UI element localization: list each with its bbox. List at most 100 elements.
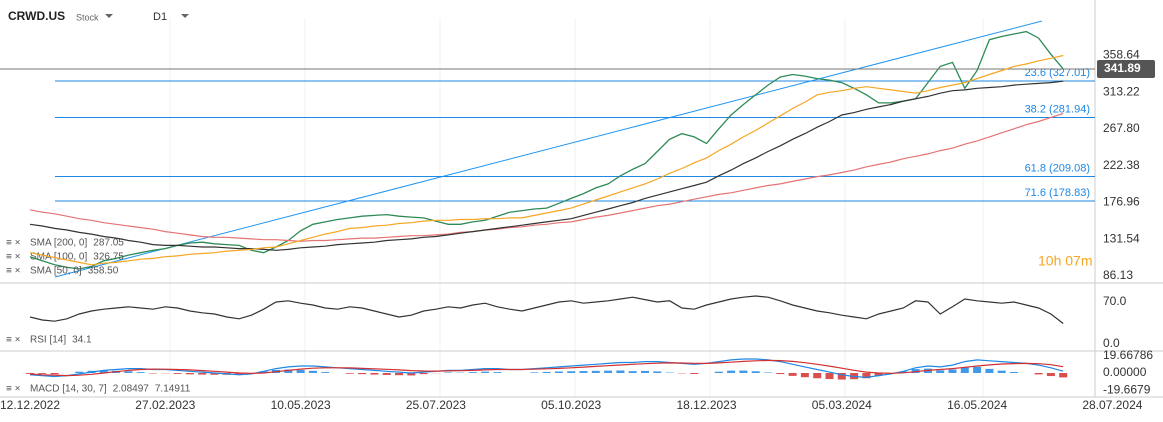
histogram-bar	[567, 371, 576, 373]
x-tick-label: 05.10.2023	[541, 398, 601, 412]
series-line	[29, 112, 1064, 242]
level-label: 61.8 (209.08)	[1025, 162, 1090, 174]
legend-value: 326.75	[93, 252, 124, 263]
trend-line	[54, 20, 1043, 278]
histogram-bar	[75, 371, 84, 373]
series-line	[29, 359, 1064, 377]
y-tick-label: 86.13	[1103, 268, 1133, 282]
histogram-bar	[751, 371, 760, 373]
level-label: 71.6 (178.83)	[1025, 187, 1090, 199]
histogram-bar	[284, 369, 293, 373]
histogram-bar	[407, 373, 416, 376]
x-tick-label: 10.05.2023	[271, 398, 331, 412]
histogram-bar	[960, 367, 969, 373]
histogram-bar	[788, 373, 797, 376]
histogram-bar	[345, 373, 354, 374]
histogram-bar	[911, 369, 920, 373]
y-tick-label: 222.38	[1103, 158, 1140, 172]
histogram-bar	[50, 373, 59, 375]
histogram-bar	[604, 370, 613, 373]
histogram-bar	[99, 370, 108, 373]
histogram-bar	[370, 373, 379, 375]
histogram-bar	[800, 373, 809, 378]
histogram-bar	[493, 372, 502, 373]
histogram-bar	[948, 369, 957, 373]
histogram-bar	[530, 372, 539, 373]
series-line	[29, 54, 1064, 266]
x-tick-label: 28.07.2024	[1082, 398, 1142, 412]
x-tick-label: 05.03.2024	[812, 398, 872, 412]
histogram-bar	[985, 368, 994, 373]
histogram-bar	[714, 371, 723, 373]
legend-icon: ≡ ×	[6, 335, 21, 346]
y-tick-label: 358.64	[1103, 48, 1140, 62]
histogram-bar	[38, 373, 47, 374]
histogram-bar	[481, 371, 490, 373]
legend-icon: ≡ ×	[6, 238, 21, 249]
histogram-bar	[653, 371, 662, 373]
y-tick-label: 0.0	[1103, 336, 1120, 350]
histogram-bar	[764, 372, 772, 373]
histogram-bar	[198, 373, 207, 375]
histogram-bar	[1010, 371, 1018, 373]
legend-value: 287.05	[93, 238, 124, 249]
histogram-bar	[641, 370, 649, 373]
histogram-bar	[395, 373, 403, 376]
legend-name: SMA [100, 0]	[30, 252, 87, 263]
series-line	[29, 30, 1064, 270]
histogram-bar	[616, 370, 625, 373]
dropdown-arrow[interactable]	[181, 14, 189, 18]
price-tag-label: 341.89	[1104, 61, 1141, 75]
level-label: 38.2 (281.94)	[1025, 103, 1090, 115]
histogram-bar	[124, 371, 133, 373]
x-tick-label: 25.07.2023	[406, 398, 466, 412]
histogram-bar	[26, 373, 34, 374]
histogram-bar	[936, 370, 945, 373]
histogram-bar	[1046, 373, 1055, 377]
symbol[interactable]: CRWD.US	[8, 9, 65, 23]
histogram-bar	[382, 373, 391, 375]
legend-icon: ≡ ×	[6, 252, 21, 263]
histogram-bar	[837, 373, 846, 380]
x-tick-label: 27.02.2023	[135, 398, 195, 412]
histogram-bar	[358, 373, 367, 375]
histogram-bar	[554, 371, 563, 373]
y-tick-label: 0.00000	[1103, 365, 1147, 379]
histogram-bar	[210, 373, 219, 375]
y-tick-label: 131.54	[1103, 231, 1140, 245]
histogram-bar	[1034, 373, 1043, 375]
y-tick-label: 70.0	[1103, 294, 1127, 308]
x-tick-label: 16.05.2024	[947, 398, 1007, 412]
histogram-bar	[321, 372, 330, 373]
timer: 10h 07m	[1038, 253, 1092, 269]
instrument-kind: Stock	[76, 12, 99, 22]
legend-name: MACD [14, 30, 7]	[30, 384, 107, 395]
y-tick-label: -19.6679	[1103, 382, 1151, 396]
histogram-bar	[825, 373, 834, 380]
histogram-bar	[185, 373, 194, 375]
histogram-bar	[444, 372, 453, 373]
histogram-bar	[874, 373, 883, 376]
histogram-bar	[136, 372, 145, 373]
y-tick-label: 267.80	[1103, 121, 1140, 135]
histogram-bar	[173, 373, 182, 374]
legend-icon: ≡ ×	[6, 384, 21, 395]
histogram-bar	[739, 370, 748, 373]
legend-value: 2.08497	[113, 384, 150, 395]
legend-value: 34.1	[72, 335, 92, 346]
legend-value: 7.14911	[155, 384, 191, 395]
histogram-bar	[308, 370, 317, 373]
legend-name: RSI [14]	[30, 335, 66, 346]
legend-value: 358.50	[88, 266, 119, 277]
timeframe[interactable]: D1	[153, 11, 167, 23]
legend-name: SMA [200, 0]	[30, 238, 87, 249]
legend-name: SMA [50, 0]	[30, 266, 82, 277]
histogram-bar	[973, 366, 982, 373]
series-line	[29, 295, 1064, 324]
dropdown-arrow[interactable]	[105, 14, 113, 18]
histogram-bar	[862, 373, 871, 379]
histogram-bar	[690, 373, 699, 374]
x-tick-label: 18.12.2023	[676, 398, 736, 412]
